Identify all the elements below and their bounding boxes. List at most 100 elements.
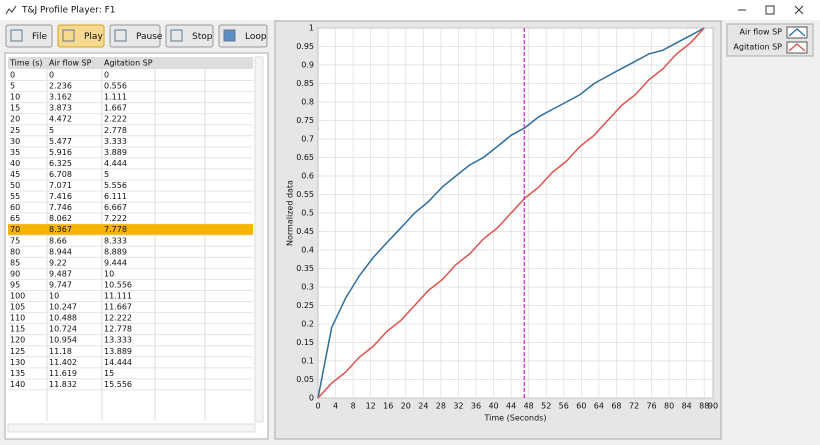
table-cell: 11.18 [49,347,72,356]
x-tick-label: 68 [611,402,621,411]
x-tick-label: 64 [594,402,604,411]
table-cell: 13.889 [104,347,132,356]
table-cell: 4.472 [49,115,72,124]
x-tick-label: 20 [401,402,411,411]
button-icon [114,29,127,42]
table-cell: 8.66 [49,236,67,245]
button-label[interactable]: Stop [192,32,213,42]
h-scrollbar[interactable] [7,423,256,433]
x-tick-label: 60 [576,402,586,411]
x-tick-label: 28 [436,402,446,411]
app-icon [5,5,17,15]
table-cell: 115 [10,325,25,334]
table-cell: 9.487 [49,269,72,278]
table-cell: 105 [10,303,25,312]
window-title: T&J Profile Player: F1 [21,6,116,16]
y-tick-label: 0.8 [301,98,314,107]
table-cell: 10 [104,269,114,278]
legend-swatch [786,26,808,39]
legend-label: Agitation SP [733,43,782,52]
table-cell: 130 [10,358,25,367]
table-cell: 8.333 [104,236,127,245]
table-cell: 12.222 [104,314,132,323]
table-cell: 30 [10,137,20,146]
series-line [317,27,705,399]
column-header[interactable]: Agitation SP [104,59,153,68]
table-cell: 80 [10,247,20,256]
table-cell: 110 [10,314,25,323]
table-cell: 15.556 [104,380,132,389]
table-cell: 0 [10,71,15,80]
y-tick-label: 0.3 [301,283,314,292]
table-cell: 7.778 [104,225,127,234]
button-label[interactable]: Pause [136,32,163,42]
table-cell: 20 [10,115,20,124]
table-cell: 2.778 [104,126,127,135]
button-label[interactable]: File [32,32,48,42]
x-tick-label: 80 [664,402,674,411]
y-tick-label: 0.65 [296,153,314,162]
x-tick-label: 48 [524,402,534,411]
y-tick-label: 0.9 [301,61,314,70]
legend-line [788,28,806,37]
table-cell: 5 [49,126,54,135]
table-cell: 5.477 [49,137,72,146]
table-cell: 10.724 [49,325,77,334]
table-cell: 100 [10,292,25,301]
y-tick-label: 0.7 [301,135,314,144]
table-cell: 8.062 [49,214,72,223]
table-cell: 6.708 [49,170,72,179]
table-cell: 35 [10,148,20,157]
x-tick-label: 8 [351,402,356,411]
table-cell: 8.367 [49,225,72,234]
table-cell: 75 [10,236,20,245]
table-cell: 6.667 [104,203,127,212]
table-cell: 3.162 [49,93,72,102]
y-tick-label: 0.5 [301,209,314,218]
x-tick-label: 52 [541,402,551,411]
table-cell: 3.889 [104,148,127,157]
table-header-bg [8,57,253,69]
column-header[interactable]: Time (s) [9,59,43,68]
table-cell: 7.071 [49,181,72,190]
x-tick-label: 84 [682,402,692,411]
table-cell: 4.444 [104,159,127,168]
y-tick-label: 0.05 [296,375,314,384]
close[interactable] [794,5,804,15]
table-cell: 0 [104,71,109,80]
table-cell: 45 [10,170,20,179]
table-cell: 13.333 [104,336,132,345]
button-icon [170,29,183,42]
table-cell: 14.444 [104,358,132,367]
table-cell: 15 [10,104,20,113]
y-tick-label: 0.25 [296,301,314,310]
table-cell: 5.556 [104,181,127,190]
table-cell: 9.444 [104,258,127,267]
button-label[interactable]: Play [84,32,103,42]
selected-row[interactable] [8,224,253,236]
maximize[interactable] [765,5,775,15]
table-cell: 11.402 [49,358,77,367]
table-cell: 11.832 [49,380,77,389]
table-cell: 11.667 [104,303,132,312]
table-cell: 95 [10,280,20,289]
table-cell: 10 [49,292,59,301]
legend-label: Air flow SP [740,28,783,37]
title-bar [0,0,820,20]
x-tick-label: 0 [315,402,320,411]
table-cell: 3.873 [49,104,72,113]
y-tick-label: 1 [309,24,314,33]
table-cell: 135 [10,369,25,378]
column-header[interactable]: Air flow SP [49,59,92,68]
button-label[interactable]: Loop [245,32,267,42]
table-cell: 50 [10,181,20,190]
v-scrollbar[interactable] [254,56,264,423]
table-cell: 2.222 [104,115,127,124]
table-cell: 6.325 [49,159,72,168]
table-cell: 7.416 [49,192,72,201]
x-tick-label: 56 [559,402,569,411]
table-cell: 7.222 [104,214,127,223]
table-cell: 9.747 [49,280,72,289]
y-tick-label: 0.85 [296,79,314,88]
